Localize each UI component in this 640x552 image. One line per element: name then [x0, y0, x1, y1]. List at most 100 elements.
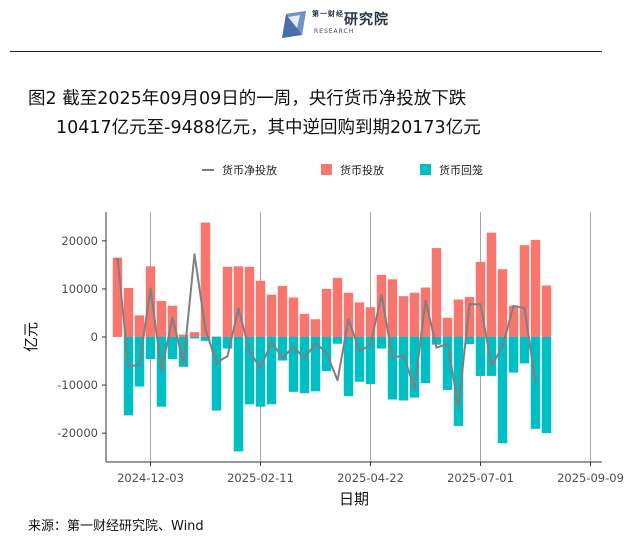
withdrawal-bar-17	[288, 337, 299, 392]
injection-bar-13	[244, 266, 255, 337]
withdrawal-bar-30	[431, 337, 442, 345]
injection-bar-20	[321, 288, 332, 337]
logo-sub-text: 研究院	[344, 12, 389, 28]
y-tick-label-4: 10000	[61, 282, 98, 296]
injection-bar-17	[288, 297, 299, 337]
withdrawal-bar-32	[453, 337, 464, 426]
withdrawal-bar-29	[420, 337, 431, 384]
net-injection-chart: 货币净投放 货币投放 货币回笼 -20000 -10000 0 10000 20000 202…	[22, 163, 624, 508]
y-tick-label-1: -20000	[57, 426, 98, 440]
injection-bar-33	[464, 297, 475, 337]
source-note: 来源：第一财经研究院、Wind	[28, 519, 204, 534]
injection-bar-28	[409, 292, 420, 337]
injection-bar-18	[299, 313, 310, 337]
x-tick-label-4: 2025-07-01	[447, 471, 514, 485]
withdrawal-bar-4	[145, 337, 156, 360]
withdrawal-bar-15	[266, 337, 277, 405]
withdrawal-bar-22	[343, 337, 354, 397]
injection-bar-26	[387, 279, 398, 337]
withdrawal-bar-6	[167, 337, 178, 360]
withdrawal-bar-16	[277, 337, 288, 361]
injection-bar-7	[178, 334, 189, 337]
header-divider	[10, 51, 602, 52]
legend-withdrawal-swatch	[420, 164, 431, 175]
x-tick-label-1: 2024-12-03	[117, 471, 184, 485]
injection-bar-34	[475, 262, 486, 337]
withdrawal-bar-23	[354, 337, 365, 382]
injection-bar-21	[332, 277, 343, 337]
withdrawal-bar-5	[156, 337, 167, 407]
logo-brand-text: 第一财经	[312, 10, 344, 18]
withdrawal-bar-12	[233, 337, 244, 452]
injection-bar-12	[233, 266, 244, 337]
injection-bar-5	[156, 300, 167, 337]
injection-bar-11	[222, 266, 233, 337]
chart-net-line	[116, 253, 537, 408]
injection-bar-23	[354, 302, 365, 337]
injection-bar-8	[189, 332, 200, 337]
withdrawal-bar-33	[464, 337, 475, 345]
legend-net-label: 货币净投放	[222, 163, 277, 177]
injection-bar-38	[519, 245, 530, 337]
injection-bar-36	[497, 269, 508, 337]
figure-title-line-2: 10417亿元至-9488亿元，其中逆回购到期20173亿元	[56, 118, 481, 138]
withdrawal-bar-10	[211, 337, 222, 411]
logo-emblem-icon	[282, 11, 306, 38]
injection-bar-22	[343, 292, 354, 337]
withdrawal-bar-36	[497, 337, 508, 444]
withdrawal-bar-24	[365, 337, 376, 385]
injection-bar-39	[530, 239, 541, 337]
x-tick-label-2: 2025-02-11	[227, 471, 294, 485]
withdrawal-bar-38	[519, 337, 530, 364]
injection-bar-32	[453, 299, 464, 337]
injection-bar-15	[266, 294, 277, 337]
injection-bar-3	[134, 315, 145, 337]
y-tick-label-5: 20000	[61, 234, 98, 248]
withdrawal-bar-19	[310, 337, 321, 392]
injection-bar-40	[541, 285, 552, 337]
chart-axes: -20000 -10000 0 10000 20000 2024-12-03 2025-02…	[57, 212, 624, 485]
injection-bar-9	[200, 222, 211, 337]
injection-bar-1	[112, 257, 123, 337]
injection-bar-27	[398, 296, 409, 337]
y-tick-label-3: 0	[91, 330, 98, 344]
withdrawal-bar-11	[222, 337, 233, 349]
withdrawal-bar-25	[376, 337, 387, 349]
net-injection-line	[116, 253, 537, 408]
x-tick-label-3: 2025-04-22	[337, 471, 404, 485]
y-tick-label-2: -10000	[57, 378, 98, 392]
withdrawal-bar-26	[387, 337, 398, 400]
withdrawal-bar-28	[409, 337, 420, 398]
logo-chinese-name: 第一财经研究院	[312, 9, 389, 29]
withdrawal-bar-34	[475, 337, 486, 376]
x-axis-title: 日期	[339, 490, 369, 508]
chart-bars	[112, 222, 552, 452]
withdrawal-bar-2	[123, 337, 134, 416]
figure-title-line-1: 图2 截至2025年09月09日的一周，央行货币净投放下跌	[28, 89, 467, 109]
legend-withdrawal-label: 货币回笼	[439, 163, 483, 177]
withdrawal-bar-9	[200, 337, 211, 341]
injection-bar-35	[486, 232, 497, 337]
withdrawal-bar-27	[398, 337, 409, 401]
injection-bar-29	[420, 287, 431, 337]
logo-english-name: RESEARCH	[314, 28, 355, 35]
legend-injection-swatch	[321, 164, 332, 175]
withdrawal-bar-37	[508, 337, 519, 373]
injection-bar-16	[277, 286, 288, 337]
injection-bar-25	[376, 274, 387, 337]
injection-bar-14	[255, 280, 266, 337]
injection-bar-2	[123, 287, 134, 337]
withdrawal-bar-13	[244, 337, 255, 405]
withdrawal-bar-8	[189, 337, 200, 339]
injection-bar-4	[145, 266, 156, 337]
withdrawal-bar-39	[530, 337, 541, 429]
withdrawal-bar-21	[332, 337, 343, 344]
y-axis-title: 亿元	[22, 322, 40, 352]
research-logo: 第一财经研究院 RESEARCH	[272, 6, 388, 48]
chart-legend: 货币净投放 货币投放 货币回笼	[202, 163, 483, 177]
withdrawal-bar-14	[255, 337, 266, 407]
x-tick-label-5: 2025-09-09	[557, 471, 624, 485]
withdrawal-bar-40	[541, 337, 552, 434]
withdrawal-bar-35	[486, 337, 497, 376]
injection-bar-19	[310, 319, 321, 337]
